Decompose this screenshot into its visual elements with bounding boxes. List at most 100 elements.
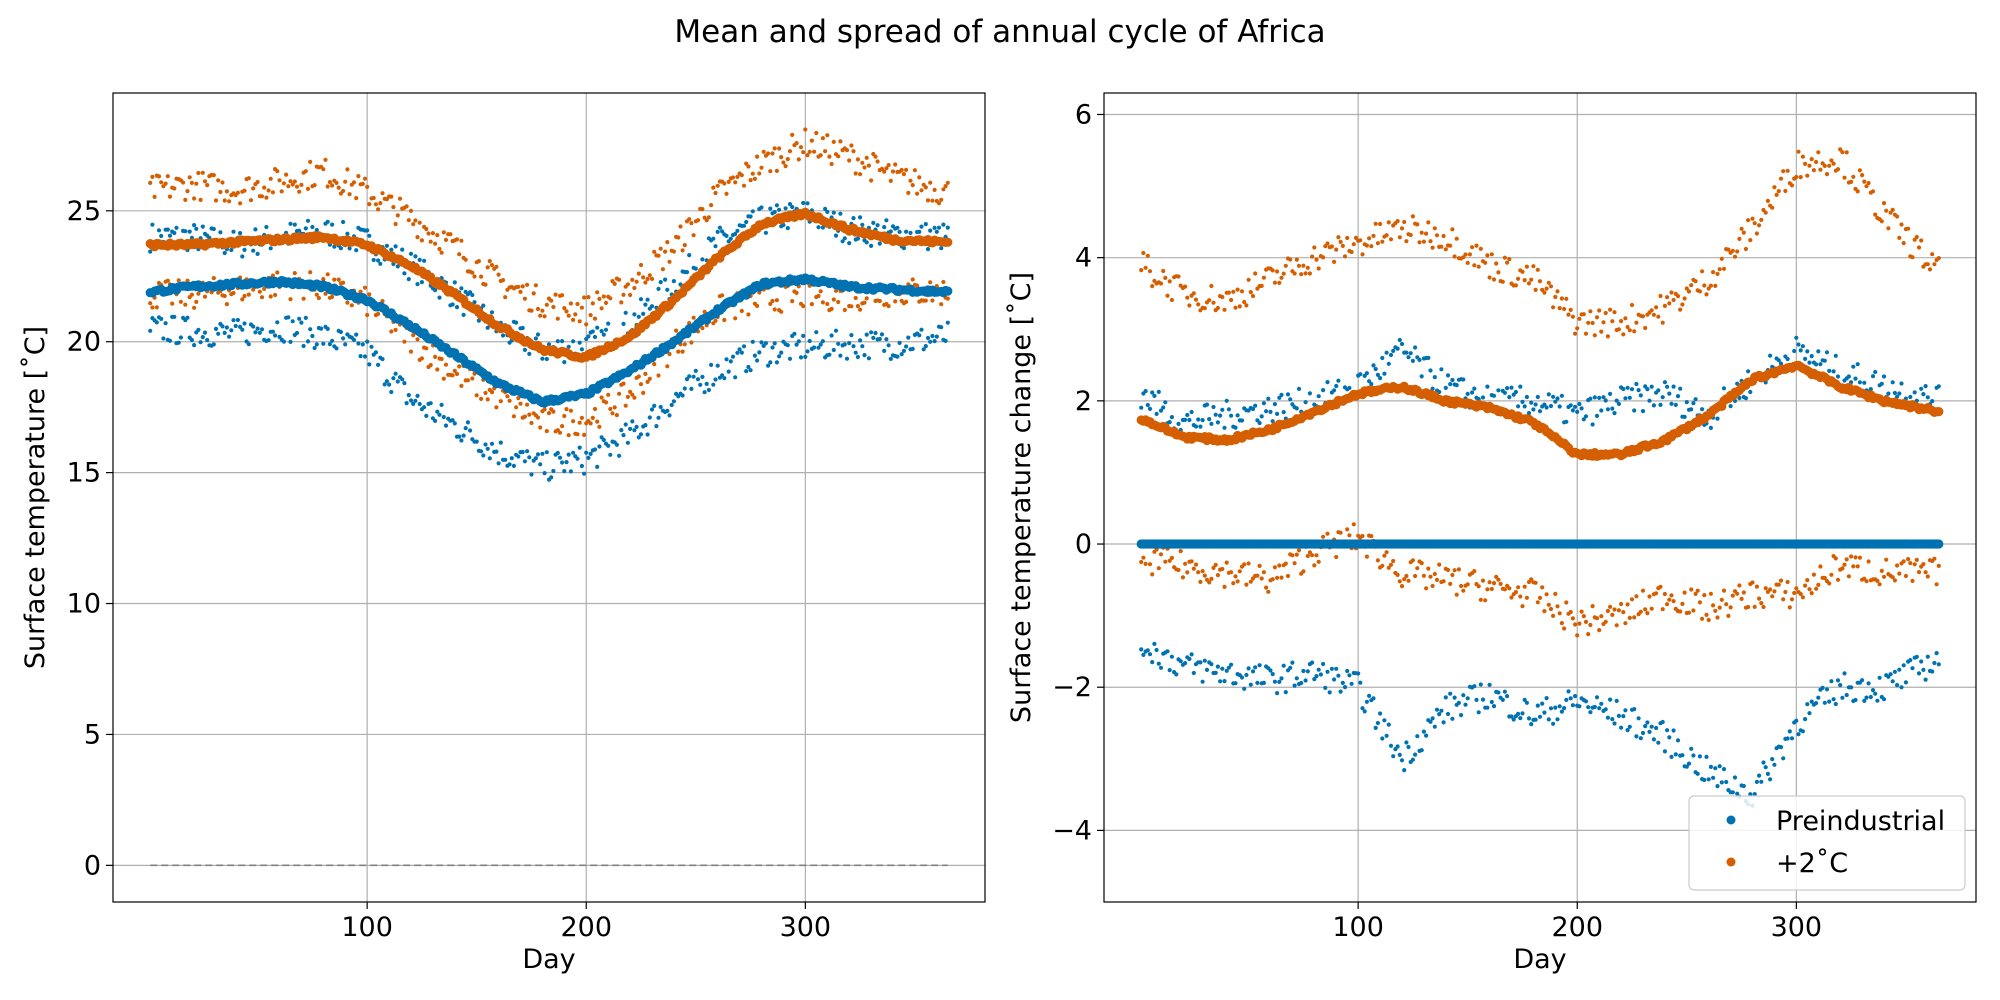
warming-lower-point — [1809, 591, 1814, 596]
preindustrial-upper-point — [1892, 390, 1897, 396]
preindustrial-upper-point — [1796, 342, 1801, 347]
preindustrial-lower-point — [812, 345, 817, 350]
warming-lower-point — [1564, 600, 1569, 605]
preindustrial-lower-point — [1860, 678, 1865, 683]
warming-lower-point — [1890, 575, 1895, 580]
warming-upper-point — [213, 198, 219, 203]
warming-lower-point — [568, 408, 574, 413]
preindustrial-upper-point — [1187, 417, 1192, 423]
preindustrial-lower-point — [871, 335, 876, 340]
preindustrial-upper-point — [1546, 392, 1551, 397]
warming-upper-point — [726, 179, 731, 184]
preindustrial-lower-point — [667, 413, 672, 418]
warming-lower-point — [1163, 559, 1168, 564]
warming-upper-point — [1796, 149, 1801, 154]
preindustrial-lower-point — [520, 449, 525, 455]
preindustrial-upper-point — [592, 334, 598, 340]
preindustrial-upper-point — [632, 312, 637, 317]
warming-upper-point — [1759, 217, 1764, 222]
warming-upper-point — [393, 221, 398, 227]
preindustrial-lower-point — [582, 471, 587, 476]
preindustrial-lower-point — [726, 369, 731, 374]
warming-upper-point — [1640, 314, 1646, 319]
warming-upper-point — [1665, 295, 1670, 300]
warming-lower-point — [1375, 558, 1380, 563]
warming-upper-point — [303, 169, 308, 174]
legend: Preindustrial+2˚C — [1688, 795, 1966, 891]
preindustrial-lower-point — [1395, 744, 1400, 749]
warming-upper-point — [1415, 222, 1420, 227]
preindustrial-upper-point — [877, 241, 882, 246]
warming-lower-point — [682, 342, 687, 347]
preindustrial-upper-point — [1496, 388, 1501, 393]
warming-upper-point — [1702, 283, 1707, 288]
preindustrial-upper-point — [1923, 384, 1928, 389]
preindustrial-lower-point — [1789, 736, 1795, 741]
preindustrial-upper-point — [1857, 380, 1862, 385]
warming-upper-point — [1531, 264, 1536, 269]
warming-upper-point — [1597, 308, 1602, 313]
preindustrial-lower-point — [1434, 707, 1440, 712]
warming-lower-point — [665, 364, 670, 369]
warming-lower-point — [349, 303, 354, 308]
warming-lower-point — [645, 379, 650, 384]
preindustrial-upper-point — [1222, 425, 1227, 430]
preindustrial-upper-point — [621, 321, 626, 326]
preindustrial-lower-point — [1824, 687, 1830, 692]
warming-upper-point — [1743, 246, 1748, 252]
warming-upper-point — [483, 282, 488, 287]
warming-lower-point — [1351, 522, 1356, 527]
preindustrial-lower-point — [698, 382, 703, 387]
warming-lower-point — [1485, 587, 1490, 592]
preindustrial-lower-point — [1932, 660, 1937, 666]
warming-lower-point — [720, 293, 725, 298]
warming-upper-point — [1616, 327, 1621, 332]
preindustrial-upper-point — [400, 247, 405, 252]
warming-upper-point — [787, 149, 793, 154]
preindustrial-lower-point — [1544, 696, 1549, 701]
preindustrial-upper-point — [855, 236, 861, 241]
preindustrial-lower-point — [1930, 669, 1935, 674]
preindustrial-lower-point — [853, 350, 858, 355]
preindustrial-upper-point — [1507, 395, 1512, 400]
preindustrial-upper-point — [772, 209, 777, 215]
warming-upper-point — [1881, 201, 1887, 206]
preindustrial-upper-point — [641, 311, 646, 316]
warming-upper-point — [689, 221, 694, 226]
preindustrial-lower-point — [275, 320, 280, 325]
warming-lower-point — [1283, 561, 1288, 566]
preindustrial-upper-point — [1542, 402, 1547, 407]
preindustrial-upper-point — [720, 229, 725, 234]
preindustrial-lower-point — [1916, 671, 1922, 676]
preindustrial-lower-point — [1299, 680, 1304, 686]
warming-lower-point — [1581, 614, 1586, 619]
warming-upper-point — [259, 194, 265, 199]
preindustrial-upper-point — [481, 303, 486, 308]
warming-upper-point — [1526, 281, 1532, 286]
warming-lower-point — [1207, 580, 1212, 585]
preindustrial-lower-point — [654, 424, 659, 429]
preindustrial-upper-point — [1220, 407, 1225, 412]
warming-lower-point — [1450, 572, 1455, 578]
preindustrial-lower-point — [608, 452, 613, 457]
warming-lower-point — [770, 298, 775, 304]
warming-upper-point — [1669, 290, 1674, 295]
warming-lower-point — [1222, 584, 1227, 590]
warming-upper-point — [1548, 284, 1554, 289]
preindustrial-upper-point — [472, 300, 477, 305]
preindustrial-lower-point — [1634, 734, 1639, 739]
preindustrial-upper-point — [1226, 407, 1231, 412]
warming-upper-point — [1776, 189, 1781, 194]
warming-upper-point — [766, 151, 771, 156]
warming-lower-point — [864, 296, 869, 301]
warming-upper-point — [1408, 232, 1413, 238]
warming-lower-point — [1257, 563, 1262, 569]
warming-lower-point — [1169, 555, 1174, 561]
preindustrial-lower-point — [1204, 667, 1210, 673]
preindustrial-lower-point — [645, 432, 650, 437]
preindustrial-lower-point — [255, 326, 260, 331]
preindustrial-upper-point — [1814, 362, 1819, 367]
preindustrial-lower-point — [1654, 725, 1659, 731]
preindustrial-upper-point — [663, 277, 668, 282]
preindustrial-lower-point — [294, 330, 300, 336]
